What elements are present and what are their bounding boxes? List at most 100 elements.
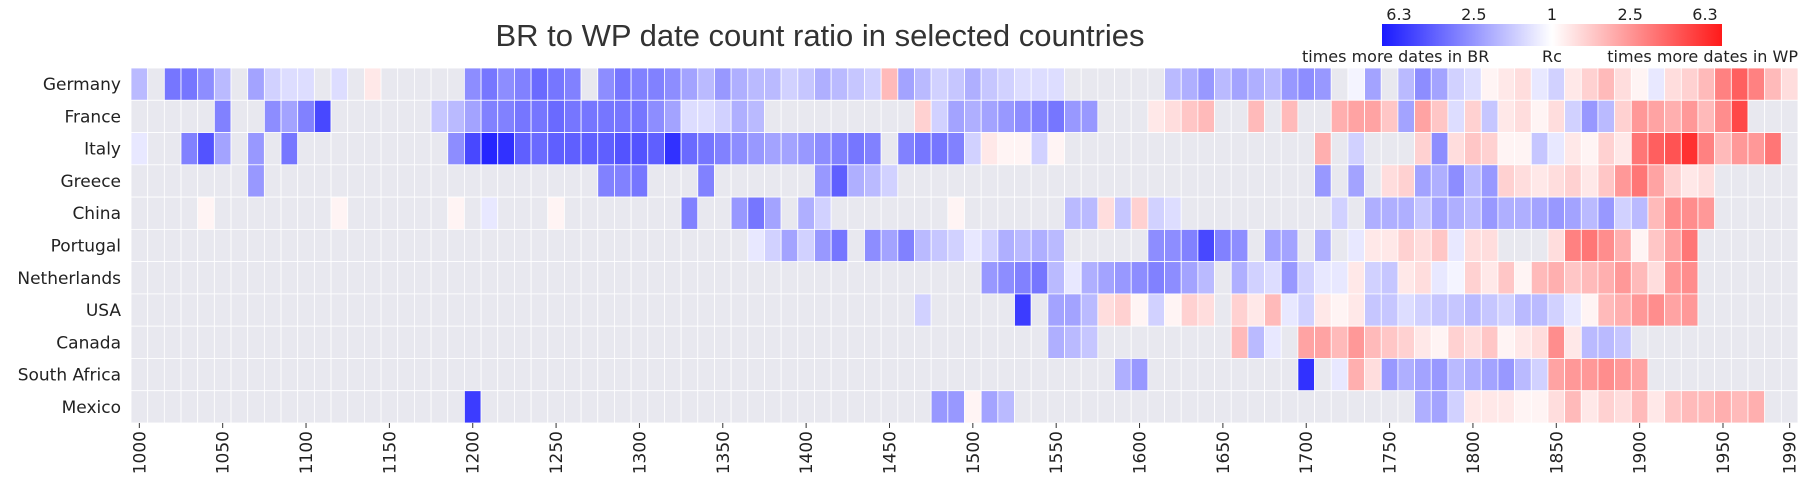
heatmap-cell xyxy=(247,164,265,198)
heatmap-cell xyxy=(947,358,965,392)
heatmap-cell xyxy=(1314,164,1332,198)
heatmap-cell xyxy=(1430,261,1449,295)
heatmap-cell xyxy=(764,67,782,101)
heatmap-cell xyxy=(664,325,682,359)
heatmap-cell xyxy=(1130,358,1149,392)
heatmap-cell xyxy=(463,196,482,230)
heatmap-cell xyxy=(1247,261,1265,295)
heatmap-cell xyxy=(347,196,365,230)
heatmap-cell xyxy=(1430,325,1449,359)
heatmap-cell xyxy=(1514,67,1532,101)
heatmap-cell xyxy=(1547,228,1566,263)
heatmap-cell xyxy=(447,358,465,392)
chart-title: BR to WP date count ratio in selected co… xyxy=(495,18,1145,53)
heatmap-cell xyxy=(397,99,415,133)
heatmap-cell xyxy=(1214,293,1232,327)
heatmap-cell xyxy=(797,261,815,295)
heatmap-cell xyxy=(397,358,415,392)
heatmap-cell xyxy=(530,67,549,101)
heatmap-cell xyxy=(1130,293,1149,327)
x-tick-label: 1400 xyxy=(797,431,817,474)
heatmap-cell xyxy=(880,228,899,263)
heatmap-cell xyxy=(780,261,799,295)
x-tick-label: 1000 xyxy=(130,431,150,474)
heatmap-cell xyxy=(664,228,682,263)
heatmap-cell xyxy=(263,358,282,392)
heatmap-cell xyxy=(1664,164,1682,198)
heatmap-cell xyxy=(1130,99,1149,133)
heatmap-cell xyxy=(930,358,949,392)
heatmap-cell xyxy=(564,358,582,392)
heatmap-cell xyxy=(497,358,515,392)
heatmap-cell xyxy=(1614,358,1632,392)
heatmap-cell xyxy=(1397,67,1415,101)
heatmap-cell xyxy=(1530,325,1549,359)
heatmap-cell xyxy=(1380,358,1399,392)
heatmap-cell xyxy=(1247,228,1265,263)
heatmap-cell xyxy=(1714,293,1732,327)
heatmap-cell xyxy=(230,164,249,198)
heatmap-cell xyxy=(147,358,165,392)
heatmap-cell xyxy=(847,325,865,359)
heatmap-cell xyxy=(1014,132,1032,166)
heatmap-cell xyxy=(1030,293,1049,327)
heatmap-cell xyxy=(413,132,432,166)
heatmap-cell xyxy=(1580,67,1599,101)
heatmap-cell xyxy=(380,228,399,263)
heatmap-cell xyxy=(1147,196,1165,230)
heatmap-cell xyxy=(230,325,249,359)
heatmap-cell xyxy=(747,228,765,263)
heatmap-cell xyxy=(514,228,532,263)
heatmap-cell xyxy=(1347,261,1365,295)
heatmap-cell xyxy=(1214,358,1232,392)
heatmap-cell xyxy=(430,390,449,424)
heatmap-cell xyxy=(747,164,765,198)
heatmap-cell xyxy=(897,261,915,295)
row-label: Greece xyxy=(60,172,121,192)
heatmap-cell xyxy=(1397,325,1415,359)
heatmap-cell xyxy=(1630,99,1649,133)
heatmap-cell xyxy=(1497,164,1516,198)
heatmap-cell xyxy=(1180,358,1199,392)
heatmap-cell xyxy=(130,325,149,359)
heatmap-cell xyxy=(1014,99,1032,133)
heatmap-cell xyxy=(1764,390,1782,424)
heatmap-cell xyxy=(297,358,315,392)
heatmap-cell xyxy=(330,132,349,166)
heatmap-cell xyxy=(647,325,665,359)
heatmap-cell xyxy=(864,132,882,166)
heatmap-cell xyxy=(930,261,949,295)
heatmap-cell xyxy=(780,164,799,198)
row-label: Mexico xyxy=(62,398,121,418)
heatmap-cell xyxy=(764,261,782,295)
heatmap-cell xyxy=(964,67,982,101)
colorbar: 6.3 2.5 1 2.5 6.3 times more dates in BR Rc tim… xyxy=(1302,5,1798,66)
heatmap-cell xyxy=(530,99,549,133)
heatmap-cell xyxy=(514,325,532,359)
heatmap-cell xyxy=(497,261,515,295)
heatmap-cell xyxy=(1714,196,1732,230)
heatmap-cell xyxy=(1314,196,1332,230)
heatmap-cell xyxy=(1630,390,1649,424)
heatmap-cell xyxy=(1580,261,1599,295)
heatmap-cell xyxy=(1397,99,1415,133)
heatmap-cell xyxy=(197,196,215,230)
heatmap-cell xyxy=(1647,325,1666,359)
heatmap-cell xyxy=(1714,132,1732,166)
heatmap-cell xyxy=(514,358,532,392)
heatmap-cell xyxy=(1064,390,1082,424)
heatmap-cell xyxy=(547,99,565,133)
heatmap-cell xyxy=(247,293,265,327)
heatmap-cell xyxy=(163,132,182,166)
x-tick-label: 1600 xyxy=(1131,431,1151,474)
heatmap-cell xyxy=(1064,132,1082,166)
row-labels: Germany France Italy Greece China Portugal Net… xyxy=(17,75,121,418)
heatmap-cell xyxy=(1714,67,1732,101)
heatmap-cell xyxy=(1780,261,1799,295)
heatmap-cell xyxy=(1264,325,1282,359)
heatmap-cell xyxy=(480,390,499,424)
heatmap-cell xyxy=(730,358,749,392)
heatmap-cell xyxy=(1647,164,1666,198)
row-label: Portugal xyxy=(51,237,121,257)
heatmap-cell xyxy=(1164,228,1182,263)
